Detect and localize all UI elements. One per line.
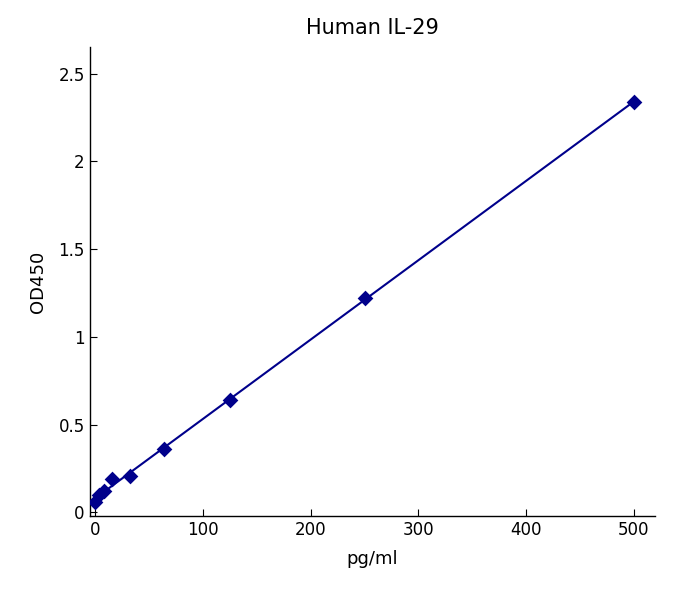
Point <box>98 487 109 496</box>
Point <box>629 97 640 107</box>
Point <box>359 294 370 303</box>
Y-axis label: OD450: OD450 <box>30 251 48 313</box>
X-axis label: pg/ml: pg/ml <box>347 550 398 568</box>
Point <box>159 445 170 454</box>
Point <box>124 471 135 480</box>
Point <box>107 474 118 484</box>
Point <box>90 497 101 506</box>
Point <box>94 490 105 499</box>
Title: Human IL-29: Human IL-29 <box>306 18 439 37</box>
Point <box>224 396 235 405</box>
